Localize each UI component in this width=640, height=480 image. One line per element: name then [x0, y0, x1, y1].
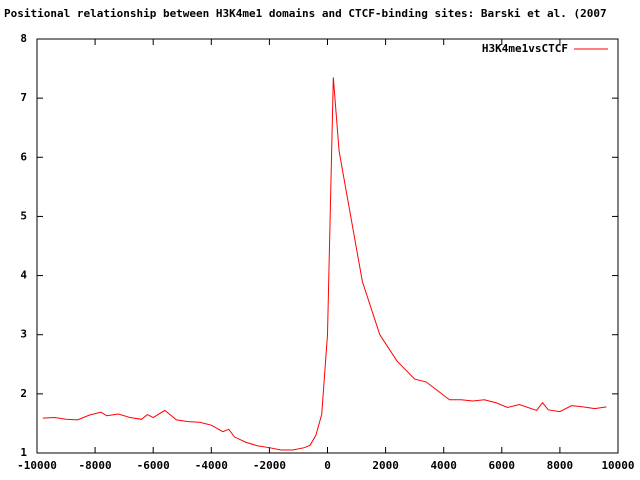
- x-tick-label: -10000: [17, 459, 57, 472]
- y-tick-label: 2: [20, 387, 27, 400]
- x-tick-label: -6000: [137, 459, 170, 472]
- plot-frame: [36, 38, 619, 454]
- legend-label: H3K4me1vsCTCF: [482, 42, 568, 55]
- x-tick-label: -8000: [79, 459, 112, 472]
- x-tick-label: 10000: [601, 459, 634, 472]
- y-tick-label: 3: [20, 328, 27, 341]
- y-tick-label: 7: [20, 91, 27, 104]
- y-tick-label: 6: [20, 150, 27, 163]
- x-tick-label: 0: [324, 459, 331, 472]
- y-tick-label: 1: [20, 446, 27, 459]
- y-tick-label: 8: [20, 32, 27, 45]
- y-tick-label: 5: [20, 209, 27, 222]
- chart-title: Positional relationship between H3K4me1 …: [4, 7, 607, 20]
- x-tick-label: -2000: [253, 459, 286, 472]
- x-tick-label: 6000: [489, 459, 516, 472]
- data-line: [42, 77, 607, 451]
- x-tick-label: 4000: [430, 459, 457, 472]
- x-tick-label: 8000: [547, 459, 574, 472]
- x-tick-label: 2000: [372, 459, 399, 472]
- x-tick-label: -4000: [195, 459, 228, 472]
- y-tick-label: 4: [20, 269, 27, 282]
